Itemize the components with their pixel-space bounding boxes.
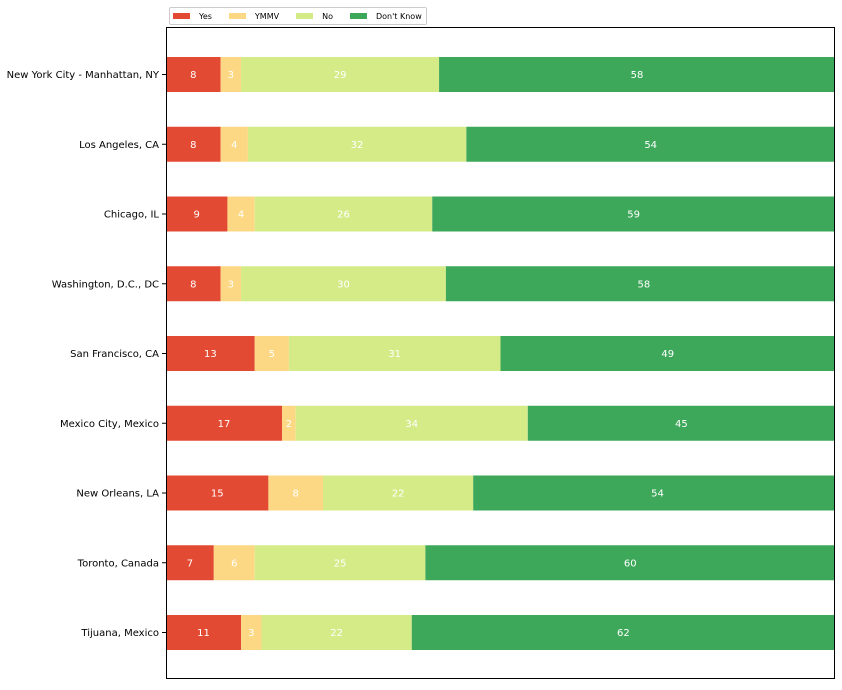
bar-label-ymmv-washington-d-c-dc: 3 <box>228 279 234 290</box>
y-tick-label-washington-d-c-dc: Washington, D.C., DC <box>52 279 159 290</box>
bar-yes-mexico-city-mexico <box>166 405 283 441</box>
bar-ymmv-mexico-city-mexico <box>282 405 296 441</box>
bar-label-ymmv-toronto-canada: 6 <box>231 558 237 569</box>
bar-yes-toronto-canada <box>166 545 214 581</box>
y-tick-label-new-york-city-manhattan-ny: New York City - Manhattan, NY <box>7 70 160 81</box>
bar-don-t-know-toronto-canada <box>425 545 835 581</box>
bar-label-yes-los-angeles-ca: 8 <box>190 140 196 151</box>
legend-swatch-no <box>296 13 314 19</box>
bar-label-yes-chicago-il: 9 <box>194 210 200 221</box>
bar-no-washington-d-c-dc <box>241 266 446 302</box>
bar-label-don-t-know-toronto-canada: 60 <box>624 558 637 569</box>
legend-item-dont-know: Don't Know <box>349 11 422 21</box>
legend-label-ymmv: YMMV <box>254 11 280 21</box>
y-tick-label-tijuana-mexico: Tijuana, Mexico <box>80 628 159 639</box>
bar-no-new-orleans-la <box>323 475 474 511</box>
bar-don-t-know-los-angeles-ca <box>466 126 835 162</box>
bar-don-t-know-new-orleans-la <box>473 475 835 511</box>
legend-label-yes: Yes <box>199 11 212 21</box>
y-tick-label-mexico-city-mexico: Mexico City, Mexico <box>60 419 159 430</box>
bar-label-don-t-know-new-york-city-manhattan-ny: 58 <box>631 70 644 81</box>
bar-label-yes-new-orleans-la: 15 <box>211 489 224 500</box>
bar-label-don-t-know-tijuana-mexico: 62 <box>617 628 630 639</box>
bar-ymmv-new-orleans-la <box>268 475 324 511</box>
bar-label-no-chicago-il: 26 <box>337 210 350 221</box>
bar-no-new-york-city-manhattan-ny <box>241 57 440 92</box>
bar-label-no-tijuana-mexico: 22 <box>330 628 343 639</box>
bar-yes-los-angeles-ca <box>166 126 221 162</box>
bar-label-no-new-orleans-la: 22 <box>392 489 405 500</box>
bar-ymmv-los-angeles-ca <box>220 126 248 162</box>
bar-label-don-t-know-new-orleans-la: 54 <box>651 489 664 500</box>
bar-label-yes-san-francisco-ca: 13 <box>204 349 217 360</box>
bar-label-ymmv-san-francisco-ca: 5 <box>269 349 275 360</box>
bar-ymmv-tijuana-mexico <box>241 615 262 650</box>
bar-ymmv-washington-d-c-dc <box>220 266 242 302</box>
bar-yes-new-york-city-manhattan-ny <box>166 57 221 92</box>
bar-don-t-know-new-york-city-manhattan-ny <box>439 57 835 92</box>
legend-item-ymmv: YMMV <box>228 11 280 21</box>
bar-don-t-know-mexico-city-mexico <box>527 405 835 441</box>
bar-yes-chicago-il <box>166 196 228 232</box>
bar-ymmv-toronto-canada <box>213 545 255 581</box>
y-tick-label-new-orleans-la: New Orleans, LA <box>76 489 159 500</box>
bar-label-no-los-angeles-ca: 32 <box>351 140 364 151</box>
bar-label-ymmv-new-orleans-la: 8 <box>293 489 299 500</box>
bar-label-no-san-francisco-ca: 31 <box>388 349 401 360</box>
legend-label-no: No <box>322 11 333 21</box>
bar-label-no-new-york-city-manhattan-ny: 29 <box>334 70 347 81</box>
bar-ymmv-new-york-city-manhattan-ny <box>220 57 242 92</box>
bar-label-yes-toronto-canada: 7 <box>187 558 193 569</box>
bar-label-ymmv-tijuana-mexico: 3 <box>248 628 254 639</box>
bar-no-mexico-city-mexico <box>295 405 528 441</box>
bar-ymmv-chicago-il <box>227 196 255 232</box>
plot-frame <box>166 27 835 679</box>
bar-label-ymmv-chicago-il: 4 <box>238 210 244 221</box>
bar-don-t-know-san-francisco-ca <box>500 336 835 371</box>
bar-don-t-know-tijuana-mexico <box>411 615 835 650</box>
legend-item-no: No <box>296 12 333 21</box>
bar-label-don-t-know-los-angeles-ca: 54 <box>644 140 657 151</box>
bar-don-t-know-chicago-il <box>432 196 835 232</box>
bar-no-tijuana-mexico <box>261 615 412 650</box>
bar-label-no-toronto-canada: 25 <box>334 558 347 569</box>
bar-don-t-know-washington-d-c-dc <box>445 266 835 302</box>
bar-yes-new-orleans-la <box>166 475 269 511</box>
legend-swatch-yes <box>173 13 190 19</box>
bar-label-don-t-know-mexico-city-mexico: 45 <box>675 419 688 430</box>
y-tick-label-los-angeles-ca: Los Angeles, CA <box>79 140 159 151</box>
bar-yes-tijuana-mexico <box>166 615 242 650</box>
bar-no-chicago-il <box>254 196 433 232</box>
bar-ymmv-san-francisco-ca <box>254 336 289 371</box>
y-tick-label-toronto-canada: Toronto, Canada <box>77 558 159 569</box>
bar-label-ymmv-los-angeles-ca: 4 <box>231 140 237 151</box>
bar-yes-washington-d-c-dc <box>166 266 221 302</box>
bar-label-ymmv-mexico-city-mexico: 2 <box>286 419 292 430</box>
chart-legend: Yes YMMV No Don't Know <box>169 7 427 25</box>
bar-label-don-t-know-washington-d-c-dc: 58 <box>637 279 650 290</box>
legend-swatch-dont-know <box>349 13 367 19</box>
bar-label-yes-washington-d-c-dc: 8 <box>190 279 196 290</box>
bar-label-no-washington-d-c-dc: 30 <box>337 279 350 290</box>
bar-label-yes-new-york-city-manhattan-ny: 8 <box>190 70 196 81</box>
bar-label-yes-tijuana-mexico: 11 <box>197 628 210 639</box>
bar-label-don-t-know-chicago-il: 59 <box>627 210 640 221</box>
legend-label-dont-know: Don't Know <box>375 11 422 21</box>
legend-swatch-ymmv <box>228 13 246 19</box>
bar-label-yes-mexico-city-mexico: 17 <box>218 419 231 430</box>
bar-label-ymmv-new-york-city-manhattan-ny: 3 <box>228 70 234 81</box>
bar-yes-san-francisco-ca <box>166 336 255 371</box>
y-tick-label-san-francisco-ca: San Francisco, CA <box>70 349 159 360</box>
legend-item-yes: Yes <box>173 12 212 21</box>
bar-no-san-francisco-ca <box>288 336 501 371</box>
bar-label-don-t-know-san-francisco-ca: 49 <box>661 349 674 360</box>
bar-no-los-angeles-ca <box>247 126 467 162</box>
bar-no-toronto-canada <box>254 545 426 581</box>
y-tick-label-chicago-il: Chicago, IL <box>104 210 159 221</box>
bar-label-no-mexico-city-mexico: 34 <box>405 419 418 430</box>
